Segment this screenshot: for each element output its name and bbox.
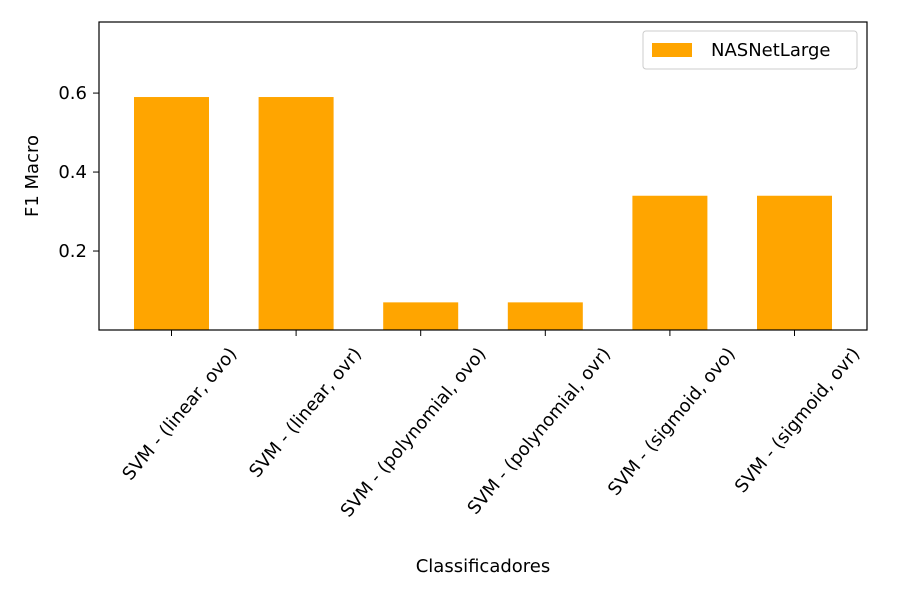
plot-frame	[98, 21, 868, 331]
bar	[134, 97, 209, 331]
x-tick-label: SVM - (polynomial, ovo)	[337, 344, 491, 522]
x-axis: SVM - (linear, ovo) SVM - (linear, ovr)SV…	[118, 330, 864, 521]
bar	[632, 195, 708, 330]
y-axis: 0.2 0.4 0.6	[58, 83, 99, 262]
x-tick-label: SVM - (linear, ovo)	[118, 344, 241, 485]
x-tick-label: SVM - (sigmoid, ovr)	[731, 344, 864, 497]
x-tick-label: SVM - (sigmoid, ovo)	[604, 344, 740, 500]
bar	[383, 302, 459, 330]
y-axis-title: F1 Macro	[22, 135, 43, 217]
x-tick-label: SVM - (linear, ovr)	[245, 344, 366, 482]
bar	[258, 97, 334, 331]
legend-label: NASNetLarge	[711, 40, 830, 61]
legend-box	[642, 30, 858, 70]
y-tick-label: 0.4	[58, 162, 87, 183]
x-axis-title: Classificadores	[416, 556, 551, 577]
legend: NASNetLarge	[642, 30, 858, 70]
bars-group	[134, 97, 832, 331]
bar	[757, 195, 832, 330]
y-tick-label: 0.2	[58, 241, 87, 262]
legend-swatch	[652, 43, 692, 57]
bar	[507, 302, 583, 330]
y-tick-label: 0.6	[58, 83, 87, 104]
x-tick-label: SVM - (polynomial, ovr)	[464, 344, 616, 519]
